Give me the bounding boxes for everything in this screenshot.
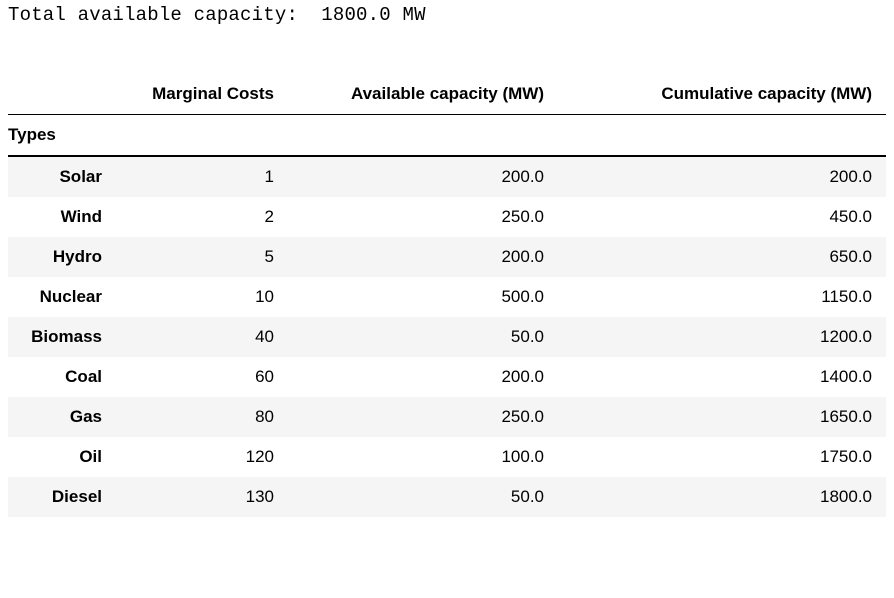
row-cumulative-capacity: 200.0 <box>558 156 886 197</box>
table-header-cumulative-capacity: Cumulative capacity (MW) <box>558 74 886 115</box>
row-available-capacity: 200.0 <box>288 357 558 397</box>
table-header-available-capacity: Available capacity (MW) <box>288 74 558 115</box>
row-cumulative-capacity: 650.0 <box>558 237 886 277</box>
row-type: Coal <box>8 357 116 397</box>
row-cumulative-capacity: 450.0 <box>558 197 886 237</box>
table-row: Coal 60 200.0 1400.0 <box>8 357 886 397</box>
row-marginal-costs: 1 <box>116 156 288 197</box>
row-marginal-costs: 120 <box>116 437 288 477</box>
row-cumulative-capacity: 1650.0 <box>558 397 886 437</box>
row-type: Hydro <box>8 237 116 277</box>
row-marginal-costs: 2 <box>116 197 288 237</box>
row-marginal-costs: 130 <box>116 477 288 517</box>
total-capacity-line: Total available capacity: 1800.0 MW <box>8 4 886 26</box>
row-cumulative-capacity: 1400.0 <box>558 357 886 397</box>
row-type: Nuclear <box>8 277 116 317</box>
row-cumulative-capacity: 1200.0 <box>558 317 886 357</box>
table-row: Nuclear 10 500.0 1150.0 <box>8 277 886 317</box>
row-type: Wind <box>8 197 116 237</box>
row-available-capacity: 500.0 <box>288 277 558 317</box>
row-type: Oil <box>8 437 116 477</box>
row-cumulative-capacity: 1800.0 <box>558 477 886 517</box>
table-index-row: Types <box>8 115 886 157</box>
row-available-capacity: 200.0 <box>288 237 558 277</box>
row-type: Diesel <box>8 477 116 517</box>
row-marginal-costs: 40 <box>116 317 288 357</box>
row-type: Biomass <box>8 317 116 357</box>
row-available-capacity: 50.0 <box>288 317 558 357</box>
table-row: Hydro 5 200.0 650.0 <box>8 237 886 277</box>
row-available-capacity: 250.0 <box>288 397 558 437</box>
table-row: Gas 80 250.0 1650.0 <box>8 397 886 437</box>
row-available-capacity: 50.0 <box>288 477 558 517</box>
table-row: Diesel 130 50.0 1800.0 <box>8 477 886 517</box>
row-available-capacity: 100.0 <box>288 437 558 477</box>
row-marginal-costs: 60 <box>116 357 288 397</box>
capacity-table: Marginal Costs Available capacity (MW) C… <box>8 74 886 517</box>
row-available-capacity: 250.0 <box>288 197 558 237</box>
row-cumulative-capacity: 1750.0 <box>558 437 886 477</box>
table-row: Oil 120 100.0 1750.0 <box>8 437 886 477</box>
row-type: Gas <box>8 397 116 437</box>
row-marginal-costs: 5 <box>116 237 288 277</box>
row-marginal-costs: 80 <box>116 397 288 437</box>
row-cumulative-capacity: 1150.0 <box>558 277 886 317</box>
table-header-stub <box>8 74 116 115</box>
row-marginal-costs: 10 <box>116 277 288 317</box>
table-row: Wind 2 250.0 450.0 <box>8 197 886 237</box>
table-row: Solar 1 200.0 200.0 <box>8 156 886 197</box>
row-type: Solar <box>8 156 116 197</box>
table-header-marginal-costs: Marginal Costs <box>116 74 288 115</box>
table-header-row: Marginal Costs Available capacity (MW) C… <box>8 74 886 115</box>
row-available-capacity: 200.0 <box>288 156 558 197</box>
table-index-label: Types <box>8 115 116 157</box>
table-row: Biomass 40 50.0 1200.0 <box>8 317 886 357</box>
